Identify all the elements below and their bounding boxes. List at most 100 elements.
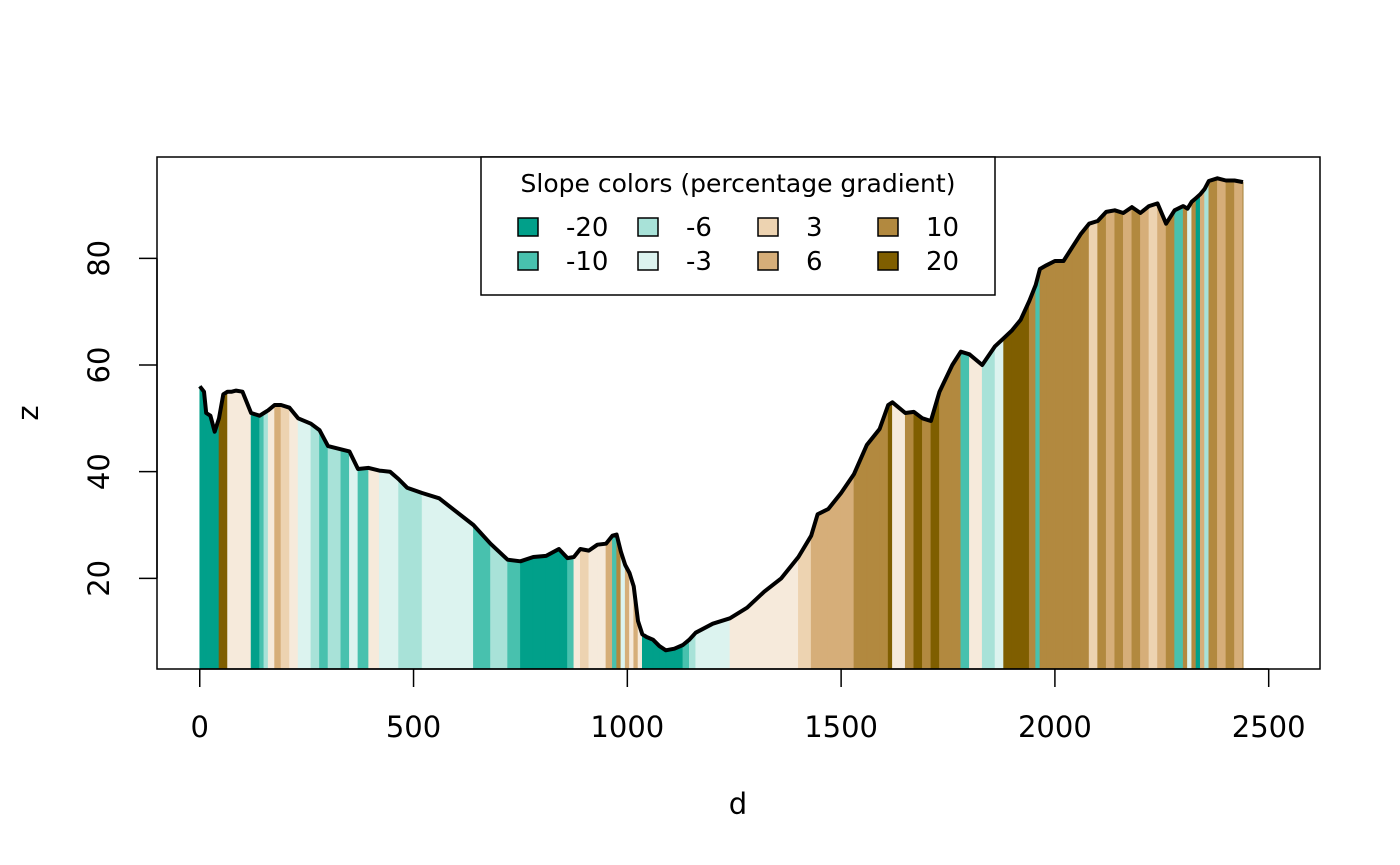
slope-segment (1157, 203, 1167, 670)
x-tick-label: 500 (386, 710, 441, 744)
legend-label: -10 (566, 247, 608, 277)
slope-segment (620, 551, 626, 670)
slope-segment (960, 351, 970, 670)
slope-segment (280, 404, 290, 670)
slope-segment (573, 548, 581, 670)
slope-segment (250, 412, 260, 670)
slope-segment (1225, 180, 1235, 670)
slope-segment (1217, 177, 1227, 670)
slope-segment (368, 467, 380, 670)
legend-swatch (517, 217, 539, 237)
slope-segment (357, 467, 369, 670)
x-tick-label: 2500 (1232, 710, 1306, 744)
slope-segment (231, 390, 237, 670)
x-axis: 0 500 1000 1500 2000 2500 (191, 668, 1306, 744)
legend-label: -20 (566, 213, 608, 243)
slope-segment (235, 390, 243, 670)
legend-swatch (757, 251, 779, 271)
slope-segment (1011, 318, 1021, 670)
slope-segment (1140, 205, 1150, 670)
x-tick-label: 0 (191, 710, 209, 744)
slope-segment (866, 428, 880, 670)
slope-segment (289, 406, 299, 670)
x-tick-label: 2000 (1018, 710, 1092, 744)
slope-segment (1046, 260, 1056, 670)
slope-segment (218, 394, 224, 670)
slope-segment (274, 404, 282, 670)
x-tick-label: 1500 (804, 710, 878, 744)
slope-segment (1131, 206, 1141, 670)
slope-segment (545, 548, 560, 670)
slope-segment (1208, 177, 1218, 670)
slope-segment (1199, 188, 1205, 670)
legend-label: 20 (926, 247, 959, 277)
slope-segment (1035, 268, 1041, 670)
slope-segment (939, 364, 953, 670)
slope-segment (1174, 205, 1184, 670)
slope-segment (456, 511, 474, 670)
legend-swatch (877, 251, 899, 271)
legend-swatch (637, 217, 659, 237)
slope-segment (210, 415, 216, 670)
y-tick-label: 60 (82, 347, 116, 384)
legend-swatch (757, 217, 779, 237)
slope-segment (349, 451, 359, 670)
slope-segment (1054, 260, 1064, 670)
legend-box (480, 156, 996, 296)
slope-segment (267, 404, 275, 670)
legend-entries: -20 -10 -6 -3 3 6 10 20 (517, 213, 959, 277)
slope-segment (1195, 193, 1201, 670)
slope-segment (199, 385, 205, 670)
elevation-profile-line (198, 176, 1244, 653)
slope-segment (1123, 206, 1133, 670)
slope-segment (827, 492, 842, 670)
slope-segment (1020, 300, 1030, 670)
slope-segment (473, 524, 491, 670)
y-axis: 20 40 60 80 (82, 240, 158, 597)
slope-segment (1105, 209, 1116, 670)
slope-segment (214, 418, 220, 670)
slope-segment (438, 497, 457, 670)
slope-segment (406, 487, 423, 670)
legend-label: 6 (806, 247, 823, 277)
slope-segment (203, 391, 207, 670)
slope-segment (588, 544, 598, 670)
slope-segment (297, 417, 312, 670)
slope-segment (853, 444, 868, 670)
legend-label: 10 (926, 213, 959, 243)
slope-segment (263, 409, 269, 670)
slope-segment (558, 548, 568, 670)
slope-segment (1114, 209, 1124, 670)
slope-segment (1063, 246, 1073, 670)
slope-segment (379, 470, 391, 670)
slope-segment (887, 401, 893, 670)
slope-segment (1187, 200, 1193, 670)
slope-segment (259, 412, 265, 670)
legend-label: -3 (686, 247, 712, 277)
y-tick-label: 20 (82, 560, 116, 597)
slope-segment (1182, 205, 1188, 670)
slope-segment (421, 492, 440, 670)
slope-segment (922, 417, 932, 670)
legend-swatch (517, 251, 539, 271)
slope-segment (904, 411, 915, 670)
slope-segment (1028, 284, 1036, 670)
slope-segment (981, 345, 996, 670)
slope-segment (1039, 264, 1047, 670)
y-axis-label: z (11, 405, 45, 420)
slope-segment (1204, 180, 1210, 670)
slope-segment (951, 350, 962, 670)
slope-segment (641, 633, 647, 670)
slope-segment (1191, 197, 1197, 670)
slope-segment (879, 404, 889, 670)
slope-segment (1088, 220, 1098, 670)
legend-title: Slope colors (percentage gradient) (521, 169, 956, 198)
slope-segment (597, 543, 607, 670)
slope-segment (222, 391, 228, 670)
slope-segment (1148, 202, 1158, 670)
slope-segment (340, 448, 350, 670)
slope-segment (327, 445, 342, 670)
slope-segment (490, 542, 508, 670)
slope-segment (712, 617, 731, 670)
